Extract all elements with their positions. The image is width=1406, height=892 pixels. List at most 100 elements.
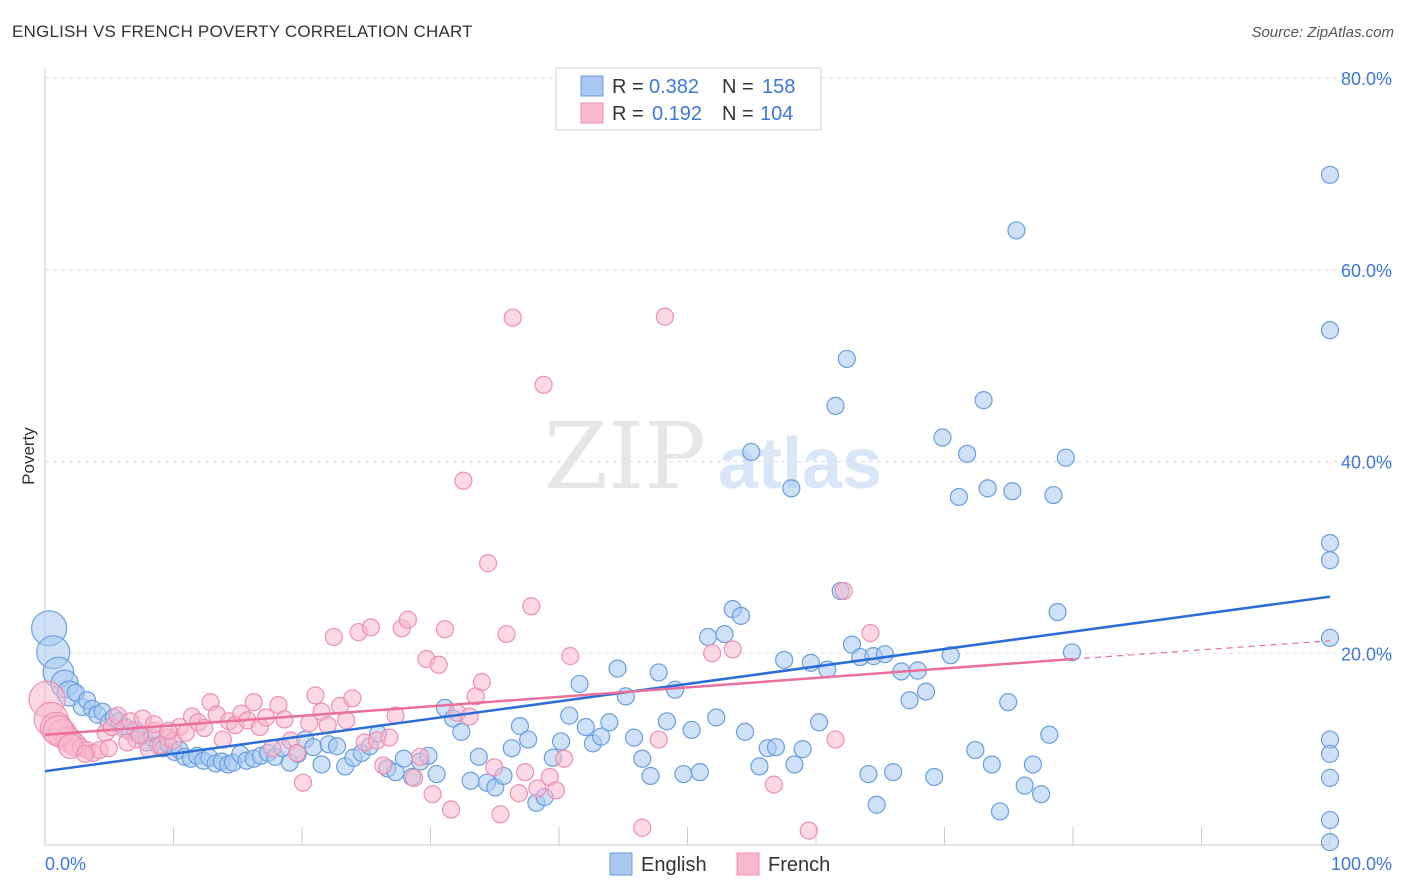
english-point-132	[990, 802, 1010, 821]
french-point-64	[429, 655, 448, 674]
y-axis-label: Poverty	[19, 427, 38, 485]
legend-french-n-label: N =	[722, 103, 754, 125]
legend-english-r-value: 0.382	[649, 76, 699, 98]
english-point-97	[735, 722, 755, 741]
french-trend-line	[44, 657, 1074, 736]
english-point-131	[982, 755, 1001, 774]
english-point-83	[624, 728, 644, 747]
english-point-128	[966, 740, 985, 760]
english-point-45	[312, 755, 331, 774]
english-point-55	[394, 749, 413, 768]
french-point-81	[534, 375, 553, 394]
watermark: ZIP atlas	[544, 403, 882, 510]
english-point-102	[775, 650, 794, 670]
french-point-56	[380, 728, 399, 747]
english-point-84	[633, 749, 652, 768]
english-point-124	[933, 428, 952, 447]
english-point-122	[916, 682, 936, 701]
english-point-62	[452, 722, 471, 741]
english-point-150	[1320, 551, 1340, 570]
english-point-98	[742, 442, 761, 462]
bottom-legend: English French	[609, 852, 830, 876]
french-point-75	[497, 624, 516, 644]
french-point-47	[324, 627, 343, 647]
french-point-50	[343, 689, 362, 708]
bottom-legend-french-label: French	[768, 854, 830, 876]
french-point-86	[633, 818, 652, 837]
english-point-111	[837, 349, 856, 369]
english-point-86	[649, 663, 668, 682]
french-point-78	[515, 763, 535, 782]
french-point-41	[287, 743, 306, 763]
french-trend-extension	[1072, 640, 1331, 660]
french-point-69	[460, 707, 479, 726]
x-tick-label-100: 100.0%	[1331, 854, 1392, 874]
english-point-139	[1040, 725, 1059, 744]
english-point-99	[750, 757, 769, 776]
english-point-85	[641, 766, 660, 786]
french-point-73	[485, 758, 504, 777]
trend-lines	[44, 595, 1331, 773]
french-point-83	[546, 781, 566, 800]
english-point-126	[949, 487, 968, 507]
english-point-63	[461, 771, 480, 790]
french-point-92	[799, 821, 818, 840]
english-point-90	[682, 720, 701, 740]
french-point-49	[337, 711, 356, 730]
english-point-107	[809, 713, 829, 732]
english-point-117	[875, 645, 894, 664]
french-point-91	[764, 775, 783, 794]
english-point-130	[978, 479, 997, 498]
french-point-88	[655, 307, 674, 326]
y-tick-label-40: 40.0%	[1341, 453, 1392, 473]
french-point-66	[441, 800, 461, 819]
legend-english-swatch	[580, 75, 604, 97]
french-point-71	[472, 672, 491, 692]
english-point-116	[867, 795, 886, 814]
french-point-79	[522, 597, 541, 616]
english-point-101	[766, 738, 786, 757]
english-point-105	[793, 740, 812, 759]
english-point-112	[842, 635, 862, 654]
english-point-136	[1015, 776, 1034, 795]
french-point-68	[454, 471, 473, 490]
english-point-79	[592, 727, 611, 746]
legend-french-n-value: 104	[760, 103, 793, 125]
english-point-153	[1320, 321, 1340, 340]
french-point-94	[834, 581, 853, 601]
english-point-143	[1062, 643, 1082, 662]
english-point-149	[1320, 768, 1340, 787]
english-point-148	[1320, 533, 1340, 553]
english-point-109	[826, 396, 845, 415]
english-point-114	[859, 764, 878, 784]
french-point-93	[826, 730, 845, 749]
english-point-93	[707, 708, 726, 727]
english-point-144	[1320, 810, 1340, 830]
english-point-77	[576, 717, 595, 737]
english-point-118	[883, 763, 903, 782]
english-point-87	[657, 712, 677, 731]
french-point-61	[411, 747, 430, 766]
english-point-89	[674, 764, 693, 784]
french-point-90	[723, 640, 742, 659]
legend-english-n-value: 158	[762, 76, 795, 98]
english-point-69	[510, 717, 530, 736]
english-point-75	[560, 706, 579, 725]
legend-english-n-label: N =	[722, 76, 754, 98]
french-point-39	[275, 710, 294, 729]
grid-layer	[45, 77, 1392, 654]
english-point-141	[1048, 602, 1067, 622]
english-point-80	[600, 713, 619, 732]
french-point-89	[703, 644, 722, 663]
english-point-147	[1320, 165, 1340, 184]
english-point-70	[519, 730, 538, 749]
english-point-47	[327, 737, 347, 756]
french-point-63	[423, 785, 442, 804]
french-point-99	[99, 739, 118, 758]
french-point-44	[306, 686, 325, 705]
french-point-59	[398, 610, 417, 629]
french-point-72	[478, 554, 498, 573]
french-point-80	[528, 779, 547, 798]
french-point-42	[293, 773, 313, 792]
